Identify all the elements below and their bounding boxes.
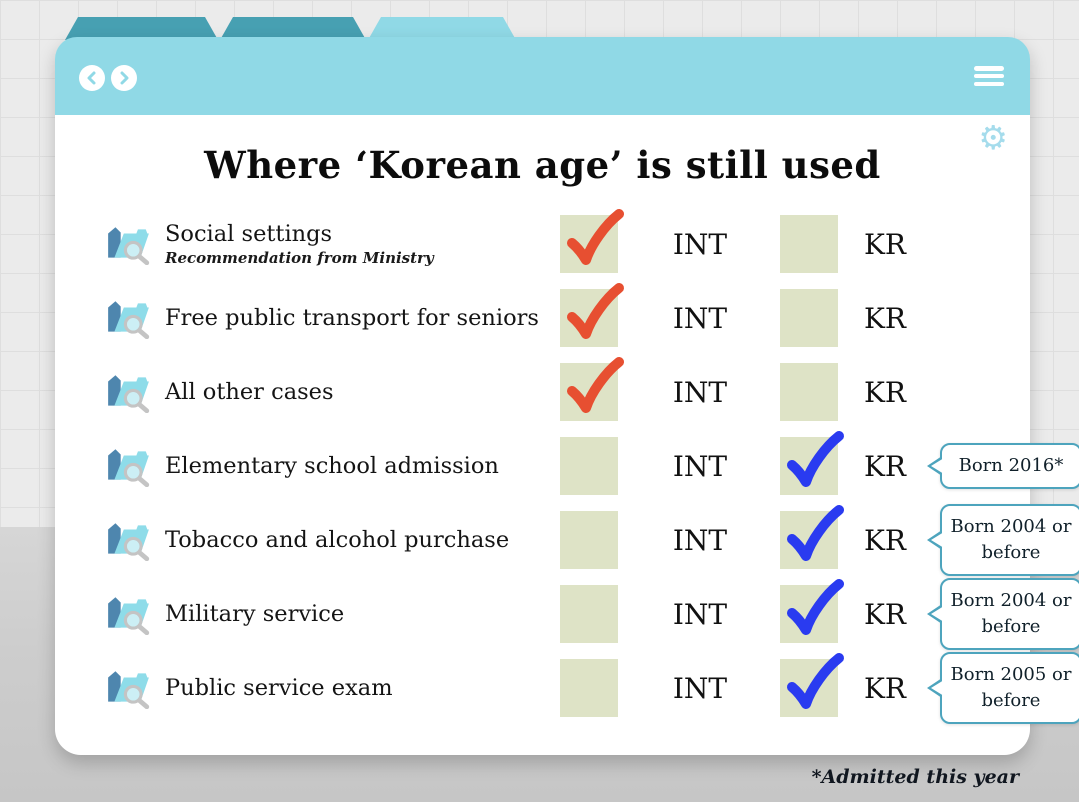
table-row: Military service INT KR Born 2004 or bef… bbox=[105, 577, 1079, 651]
kr-checkbox-checked bbox=[780, 579, 844, 643]
kr-checkbox-empty bbox=[780, 215, 838, 273]
int-checkbox-empty bbox=[560, 659, 618, 717]
speech-bubble: Born 2016* bbox=[940, 442, 1079, 490]
bubble-cell: Born 2004 or before bbox=[930, 503, 1079, 577]
kr-checkbox-empty bbox=[780, 363, 838, 421]
footnote: *Admitted this year bbox=[811, 766, 1019, 788]
int-checkbox-checked bbox=[560, 357, 624, 421]
kr-checkbox-checked bbox=[780, 653, 844, 717]
kr-column-label: KR bbox=[864, 671, 906, 705]
speech-bubble: Born 2004 or before bbox=[940, 503, 1079, 577]
check-icon bbox=[567, 209, 624, 265]
nav-buttons bbox=[79, 65, 137, 91]
int-column-label: INT bbox=[672, 301, 728, 335]
int-column-label: INT bbox=[672, 227, 728, 261]
table-row: All other cases INT KR bbox=[105, 355, 1079, 429]
kr-checkbox-checked bbox=[780, 431, 844, 495]
int-column-label: INT bbox=[672, 671, 728, 705]
kr-column-label: KR bbox=[864, 227, 906, 261]
window-content: ⚙ Where ‘Korean age’ is still used Socia… bbox=[55, 115, 1079, 755]
kr-column-label: KR bbox=[864, 523, 906, 557]
row-sublabel: Recommendation from Ministry bbox=[165, 249, 434, 267]
kr-column-label: KR bbox=[864, 301, 906, 335]
usage-table: Social settings Recommendation from Mini… bbox=[105, 207, 1079, 725]
row-label: All other cases bbox=[165, 379, 334, 405]
bubble-cell: Born 2004 or before bbox=[930, 577, 1079, 651]
gear-icon[interactable]: ⚙ bbox=[978, 118, 1008, 157]
folder-search-icon bbox=[108, 375, 150, 413]
row-label: Free public transport for seniors bbox=[165, 305, 539, 331]
folder-search-icon bbox=[108, 449, 150, 487]
int-column-label: INT bbox=[672, 375, 728, 409]
browser-tab-2[interactable] bbox=[220, 17, 366, 40]
int-column-label: INT bbox=[672, 597, 728, 631]
int-column-label: INT bbox=[672, 449, 728, 483]
table-row: Public service exam INT KR Born 2005 or … bbox=[105, 651, 1079, 725]
check-icon bbox=[787, 431, 844, 487]
kr-column-label: KR bbox=[864, 597, 906, 631]
int-checkbox-checked bbox=[560, 209, 624, 273]
int-checkbox-checked bbox=[560, 283, 624, 347]
hamburger-menu-icon[interactable] bbox=[974, 66, 1004, 86]
chevron-right-icon bbox=[120, 71, 129, 85]
row-label: Social settings bbox=[165, 221, 333, 247]
speech-bubble: Born 2004 or before bbox=[940, 577, 1079, 651]
page-title: Where ‘Korean age’ is still used bbox=[204, 143, 881, 187]
bubble-cell: Born 2005 or before bbox=[930, 651, 1079, 725]
kr-checkbox-checked bbox=[780, 505, 844, 569]
browser-tab-active[interactable] bbox=[368, 17, 516, 40]
check-icon bbox=[787, 579, 844, 635]
browser-toolbar bbox=[55, 37, 1030, 115]
check-icon bbox=[787, 653, 844, 709]
folder-search-icon bbox=[108, 671, 150, 709]
int-column-label: INT bbox=[672, 523, 728, 557]
check-icon bbox=[567, 283, 624, 339]
chevron-left-icon bbox=[87, 71, 96, 85]
table-row: Tobacco and alcohol purchase INT KR Born… bbox=[105, 503, 1079, 577]
browser-window: ⚙ Where ‘Korean age’ is still used Socia… bbox=[55, 37, 1079, 755]
forward-button[interactable] bbox=[111, 65, 137, 91]
row-label: Public service exam bbox=[165, 675, 393, 701]
row-label: Military service bbox=[165, 601, 345, 627]
table-row: Free public transport for seniors INT KR bbox=[105, 281, 1079, 355]
check-icon bbox=[567, 357, 624, 413]
kr-column-label: KR bbox=[864, 375, 906, 409]
folder-search-icon bbox=[108, 227, 150, 265]
int-checkbox-empty bbox=[560, 437, 618, 495]
bubble-cell: Born 2016* bbox=[930, 442, 1079, 490]
check-icon bbox=[787, 505, 844, 561]
row-label: Elementary school admission bbox=[165, 453, 499, 479]
browser-tab-1[interactable] bbox=[65, 17, 218, 40]
int-checkbox-empty bbox=[560, 511, 618, 569]
int-checkbox-empty bbox=[560, 585, 618, 643]
kr-checkbox-empty bbox=[780, 289, 838, 347]
table-row: Social settings Recommendation from Mini… bbox=[105, 207, 1079, 281]
folder-search-icon bbox=[108, 523, 150, 561]
back-button[interactable] bbox=[79, 65, 105, 91]
folder-search-icon bbox=[108, 597, 150, 635]
speech-bubble: Born 2005 or before bbox=[940, 651, 1079, 725]
folder-search-icon bbox=[108, 301, 150, 339]
kr-column-label: KR bbox=[864, 449, 906, 483]
row-label: Tobacco and alcohol purchase bbox=[165, 527, 510, 553]
table-row: Elementary school admission INT KR Born … bbox=[105, 429, 1079, 503]
